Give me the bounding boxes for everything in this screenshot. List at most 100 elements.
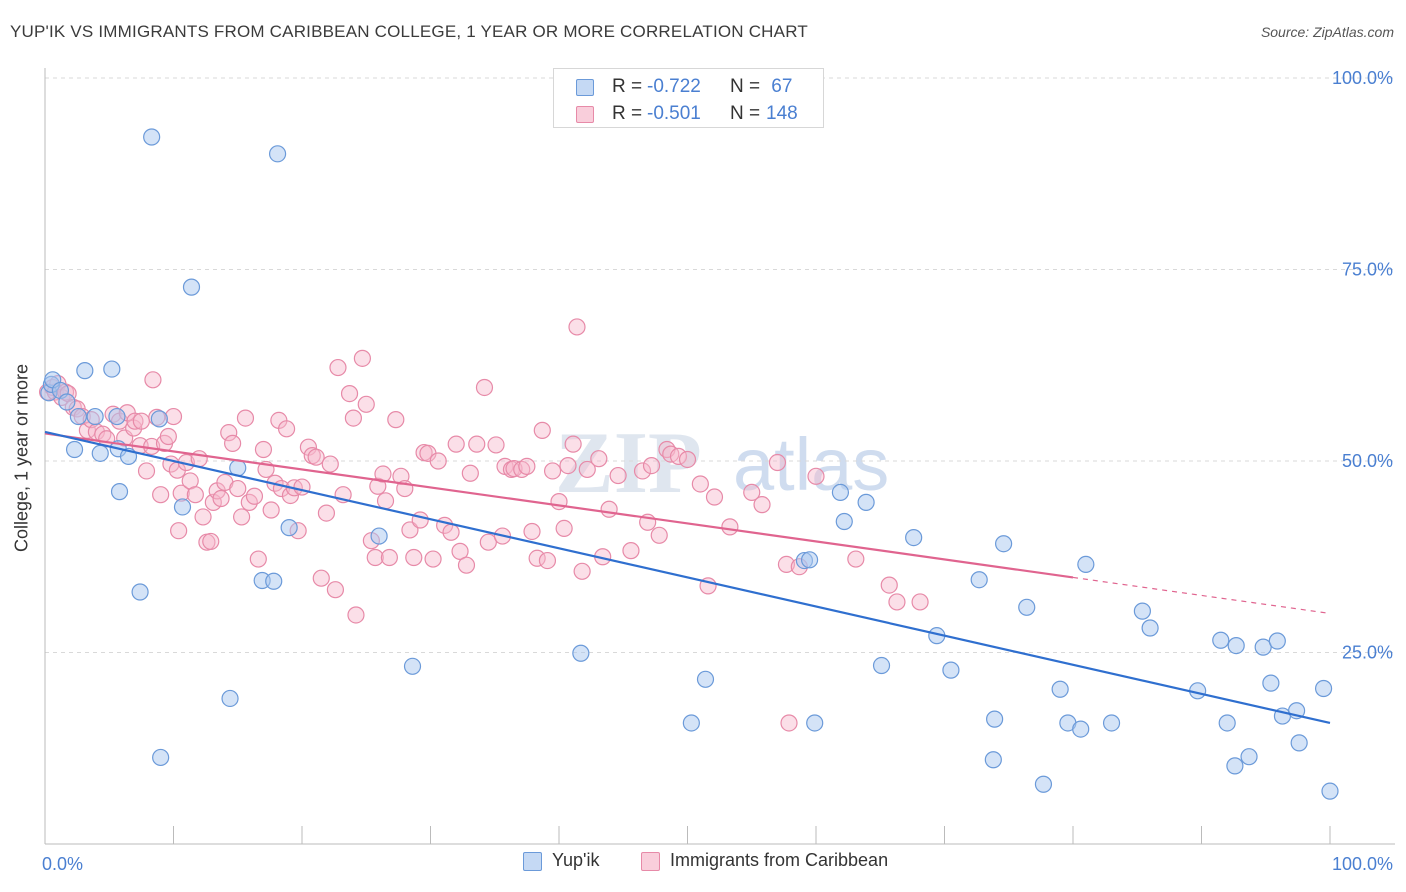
- caribbean-point: [528, 549, 546, 567]
- legend-r-value: -0.722: [647, 76, 701, 97]
- caribbean-point: [633, 462, 652, 480]
- caribbean-point: [777, 555, 796, 574]
- yupik-point: [173, 498, 192, 516]
- yupik-point: [76, 362, 94, 380]
- caribbean-point: [321, 455, 339, 473]
- legend-swatch-pink: [641, 851, 660, 871]
- caribbean-point: [847, 550, 865, 568]
- yupik-point: [1226, 757, 1244, 775]
- caribbean-point: [376, 492, 395, 510]
- caribbean-point: [317, 504, 336, 522]
- yupik-point: [682, 714, 700, 732]
- caribbean-point: [312, 569, 330, 587]
- yupik-point: [1051, 680, 1069, 698]
- caribbean-point: [152, 486, 170, 504]
- caribbean-point: [326, 581, 345, 599]
- caribbean-point: [262, 501, 280, 519]
- legend-swatch-blue: [523, 851, 542, 871]
- caribbean-point: [590, 450, 608, 468]
- caribbean-point: [254, 440, 273, 459]
- yupik-point: [970, 571, 988, 589]
- watermark: ZIP atlas: [555, 415, 889, 512]
- chart-title: YUP'IK VS IMMIGRANTS FROM CARIBBEAN COLL…: [10, 22, 808, 41]
- caribbean-points: [38, 318, 929, 732]
- caribbean-point: [538, 551, 557, 570]
- caribbean-point: [461, 464, 479, 482]
- series-legend: Yup'ik Immigrants from Caribbean: [0, 850, 1406, 880]
- yupik-point: [572, 644, 590, 662]
- yupik-point: [265, 572, 283, 590]
- yupik-point: [91, 444, 109, 462]
- caribbean-point: [132, 412, 150, 430]
- yupik-point: [65, 440, 84, 459]
- caribbean-point: [277, 420, 296, 438]
- yupik-point: [1034, 775, 1053, 793]
- x-tick-label: 0.0%: [42, 854, 83, 874]
- trend-lines: [44, 430, 1331, 725]
- caribbean-point: [401, 521, 419, 539]
- legend-n-label: N =: [730, 76, 766, 97]
- yupik-point: [1321, 782, 1339, 800]
- caribbean-point: [564, 435, 582, 453]
- yupik-point: [131, 583, 149, 601]
- caribbean-point: [543, 462, 562, 480]
- caribbean-point: [578, 460, 596, 479]
- yupik-point: [831, 483, 850, 502]
- yupik-point: [69, 407, 88, 426]
- caribbean-point: [457, 556, 476, 574]
- yupik-point: [806, 714, 824, 732]
- caribbean-point: [678, 450, 697, 469]
- yupik-point: [857, 493, 875, 511]
- caribbean-point: [249, 550, 267, 568]
- caribbean-point: [245, 487, 264, 505]
- caribbean-point: [137, 462, 156, 480]
- caribbean-point: [642, 456, 661, 475]
- grid-lines: [45, 77, 1395, 653]
- caribbean-point: [424, 550, 442, 568]
- yupik-point: [1262, 674, 1280, 692]
- caribbean-point: [768, 453, 787, 472]
- caribbean-point: [573, 562, 591, 580]
- caribbean-point: [387, 411, 405, 429]
- y-tick-label: 25.0%: [1342, 643, 1393, 663]
- yupik-point: [370, 527, 388, 545]
- yupik-point: [182, 278, 201, 296]
- legend-r-label: R =: [612, 103, 648, 124]
- caribbean-point: [293, 478, 311, 496]
- caribbean-point: [236, 409, 255, 427]
- axes: [44, 68, 1395, 845]
- caribbean-point: [202, 532, 220, 551]
- yupik-point: [110, 483, 129, 501]
- yupik-point: [995, 535, 1013, 553]
- caribbean-point: [743, 483, 761, 502]
- legend-row-yupik: R = -0.722 N = 67: [554, 72, 823, 102]
- caribbean-point: [518, 457, 536, 475]
- caribbean-point: [609, 466, 627, 485]
- yupik-point: [1018, 598, 1036, 616]
- caribbean-point: [669, 447, 688, 466]
- legend-n-value: 148: [766, 103, 798, 124]
- caribbean-point: [429, 452, 447, 470]
- caribbean-point: [411, 511, 429, 529]
- yupik-point: [696, 670, 715, 688]
- caribbean-point: [475, 378, 494, 397]
- watermark-zip: ZIP: [555, 415, 702, 512]
- caribbean-point: [888, 593, 906, 611]
- yupik-point: [143, 128, 161, 146]
- yupik-point: [152, 748, 170, 767]
- x-tick-label: 100.0%: [1332, 854, 1393, 874]
- yupik-points: [40, 128, 1339, 800]
- yupik-point: [905, 528, 923, 547]
- yupik-point: [403, 657, 422, 675]
- caribbean-point: [780, 714, 798, 732]
- caribbean-point: [220, 424, 238, 442]
- caribbean-point: [126, 412, 144, 430]
- caribbean-point: [366, 548, 384, 567]
- caribbean-point: [405, 548, 423, 567]
- yupik-point: [1218, 714, 1236, 732]
- caribbean-point: [451, 542, 469, 560]
- caribbean-point: [212, 489, 230, 508]
- caribbean-point: [447, 435, 465, 453]
- caribbean-point: [753, 496, 771, 514]
